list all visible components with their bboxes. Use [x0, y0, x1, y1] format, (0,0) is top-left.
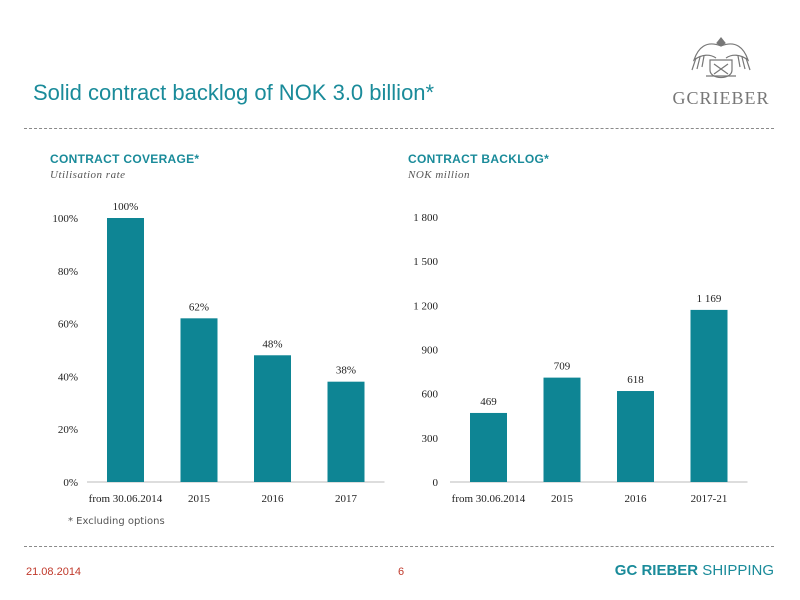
x-tick-label: 2015 — [551, 493, 574, 505]
y-tick-label: 60% — [58, 319, 78, 331]
x-tick-label: 2017-21 — [691, 493, 728, 505]
page-number: 6 — [398, 566, 405, 578]
x-tick-label: 2016 — [625, 493, 648, 505]
data-label: 48% — [262, 338, 282, 350]
data-label: 618 — [627, 374, 644, 386]
data-label: 38% — [336, 365, 356, 377]
chart-2-subtitle: NOK million — [408, 169, 471, 181]
data-label: 1 169 — [697, 293, 722, 305]
data-label: 62% — [189, 301, 209, 313]
chart-2-title: CONTRACT BACKLOG* — [408, 152, 550, 166]
x-tick-label: 2016 — [262, 493, 285, 505]
page-title: Solid contract backlog of NOK 3.0 billio… — [33, 80, 435, 105]
footnote: * Excluding options — [68, 516, 165, 527]
top-separator — [24, 128, 774, 129]
crest-eagle-icon — [691, 37, 751, 79]
y-tick-label: 1 800 — [413, 212, 438, 224]
bar — [180, 318, 218, 482]
footer-brand-bold: GC RIEBER — [614, 562, 699, 579]
y-tick-label: 300 — [422, 433, 439, 445]
footer-brand: GC RIEBER SHIPPING — [615, 562, 774, 579]
chart-1-subtitle: Utilisation rate — [50, 169, 126, 181]
x-tick-label: from 30.06.2014 — [89, 493, 163, 505]
x-tick-label: 2015 — [188, 493, 211, 505]
footer-brand-rest: SHIPPING — [698, 562, 774, 579]
data-label: 709 — [554, 361, 571, 373]
y-tick-label: 1 500 — [413, 256, 438, 268]
data-label: 469 — [480, 396, 497, 408]
bar — [543, 377, 581, 482]
bar — [327, 381, 365, 482]
bar — [617, 391, 654, 482]
y-tick-label: 40% — [58, 371, 78, 383]
x-tick-label: 2017 — [335, 493, 358, 505]
data-label: 100% — [113, 201, 139, 213]
y-tick-label: 100% — [52, 213, 78, 225]
logo-text: GCRIEBER — [672, 88, 770, 108]
bar — [470, 412, 507, 482]
y-tick-label: 0 — [433, 477, 439, 489]
bottom-separator — [24, 546, 774, 547]
y-tick-label: 600 — [422, 389, 439, 401]
bar — [254, 355, 291, 482]
y-tick-label: 900 — [422, 345, 439, 357]
y-tick-label: 1 200 — [413, 300, 438, 312]
y-tick-label: 0% — [63, 477, 78, 489]
chart-1-title: CONTRACT COVERAGE* — [50, 152, 200, 166]
y-tick-label: 20% — [58, 424, 78, 436]
footer-date: 21.08.2014 — [26, 566, 82, 578]
y-tick-label: 80% — [58, 266, 78, 278]
bar — [690, 309, 728, 482]
x-tick-label: from 30.06.2014 — [452, 493, 526, 505]
bar — [107, 218, 144, 482]
